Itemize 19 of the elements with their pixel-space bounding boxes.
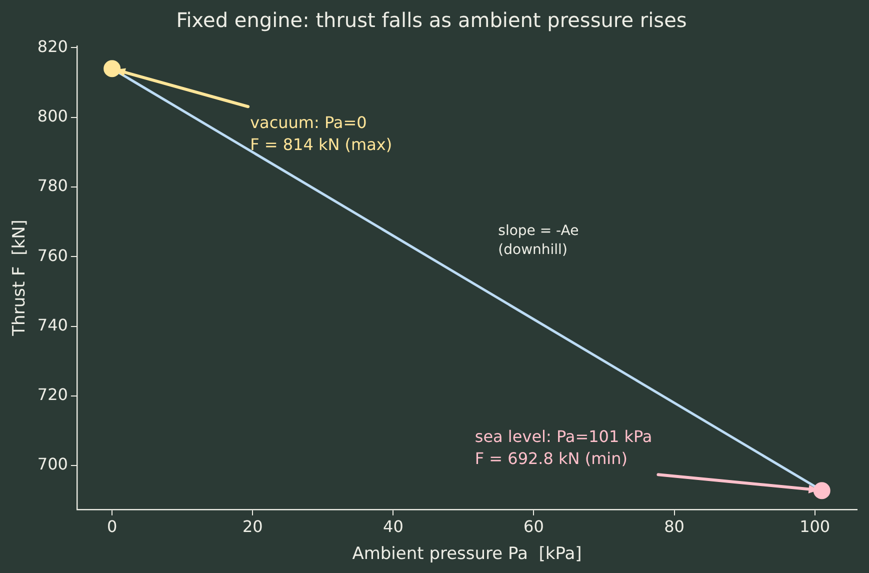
y-tick-label: 800	[37, 106, 68, 126]
annotation: slope = -Ae (downhill)	[498, 223, 579, 258]
x-tick-label: 100	[800, 517, 830, 536]
x-tick-label: 80	[664, 517, 684, 536]
y-tick-label: 740	[37, 315, 68, 334]
x-tick-label: 0	[106, 517, 118, 536]
y-tick-label: 780	[37, 176, 68, 196]
x-axis-title: Ambient pressure Pa [kPa]	[352, 544, 582, 564]
y-tick-label: 700	[37, 454, 68, 474]
annotation: vacuum: Pa=0 F = 814 kN (max)	[250, 112, 392, 154]
chart-title: Fixed engine: thrust falls as ambient pressure rises	[176, 8, 687, 32]
x-tick-label: 20	[242, 517, 263, 536]
annotation: sea level: Pa=101 kPa F = 692.8 kN (min)	[474, 426, 652, 468]
y-tick-label: 760	[37, 246, 68, 265]
y-tick-label: 820	[37, 36, 68, 56]
x-tick-label: 60	[524, 517, 544, 536]
y-axis-title: Thrust F [kN]	[10, 220, 30, 337]
x-tick-label: 40	[383, 517, 404, 536]
y-tick-label: 720	[37, 385, 68, 404]
